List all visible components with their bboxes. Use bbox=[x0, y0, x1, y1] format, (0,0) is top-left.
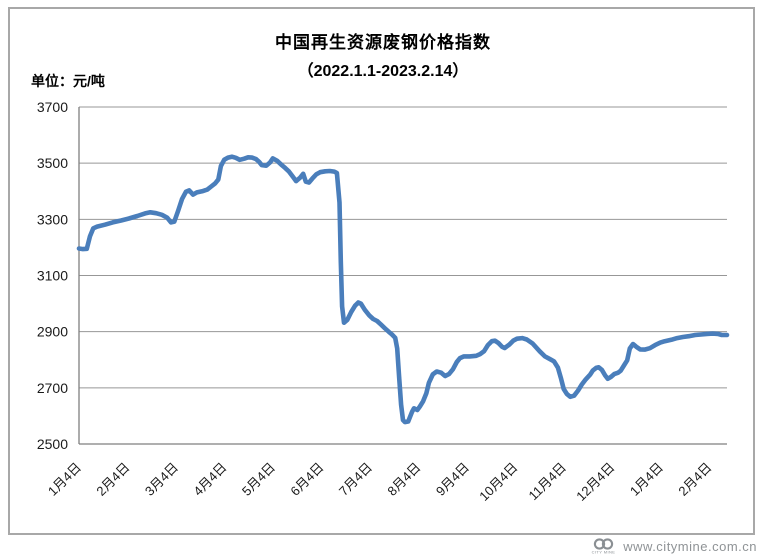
x-tick-label: 9月4日 bbox=[433, 460, 472, 499]
price-index-line bbox=[76, 154, 730, 425]
x-tick-label: 11月4日 bbox=[525, 460, 569, 504]
x-tick-label: 1月4日 bbox=[627, 460, 666, 499]
x-tick-label: 5月4日 bbox=[239, 460, 278, 499]
y-tick-label: 3300 bbox=[37, 211, 68, 227]
x-tick-label: 8月4日 bbox=[384, 460, 423, 499]
y-tick-label: 2500 bbox=[37, 436, 68, 452]
x-tick-label: 4月4日 bbox=[190, 460, 229, 499]
watermark: CITY MINE www.citymine.com.cn bbox=[590, 537, 757, 555]
y-tick-label: 2700 bbox=[37, 380, 68, 396]
chart-title: 中国再生资源废钢价格指数 bbox=[275, 33, 491, 52]
y-tick-label: 3700 bbox=[37, 99, 68, 115]
figure-border bbox=[8, 7, 755, 535]
x-tick-label: 2月4日 bbox=[93, 460, 132, 499]
chart-subtitle: （2022.1.1-2023.2.14） bbox=[297, 63, 469, 80]
y-tick-label: 3500 bbox=[37, 155, 68, 171]
watermark-url: www.citymine.com.cn bbox=[623, 538, 757, 554]
y-tick-label: 3100 bbox=[37, 268, 68, 284]
x-tick-label: 10月4日 bbox=[476, 460, 520, 504]
citymine-logo-icon: CITY MINE bbox=[592, 538, 616, 555]
x-tick-label: 1月4日 bbox=[45, 460, 84, 499]
x-tick-label: 12月4日 bbox=[573, 460, 617, 504]
svg-text:CITY MINE: CITY MINE bbox=[592, 550, 616, 555]
x-tick-label: 2月4日 bbox=[675, 460, 714, 499]
x-tick-label: 6月4日 bbox=[287, 460, 326, 499]
x-tick-label: 3月4日 bbox=[142, 460, 181, 499]
y-tick-label: 2900 bbox=[37, 324, 68, 340]
x-tick-label: 7月4日 bbox=[336, 460, 375, 499]
unit-label: 单位：元/吨 bbox=[31, 73, 105, 89]
